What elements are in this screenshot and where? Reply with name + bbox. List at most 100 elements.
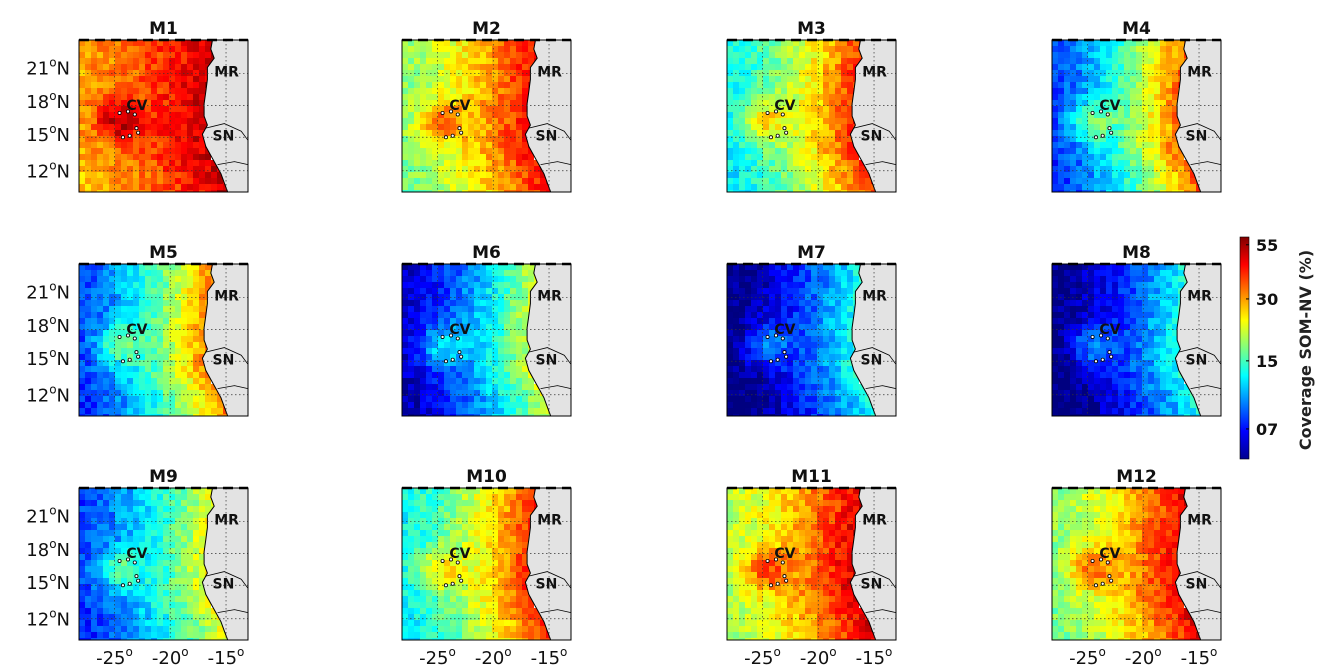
island-marker: [1105, 560, 1110, 565]
island-marker: [784, 130, 789, 135]
place-label-cv: CV: [1099, 546, 1120, 562]
place-label-sn: SN: [861, 352, 883, 368]
place-label-sn: SN: [1186, 128, 1208, 144]
island-marker: [459, 354, 464, 359]
country-border: [217, 161, 249, 166]
country-border: [853, 123, 897, 141]
land-mask: [524, 487, 572, 641]
map-panel-m1: M1 CV MR SN: [78, 19, 249, 193]
island-marker: [1107, 574, 1112, 579]
island-marker: [455, 336, 460, 341]
island-marker: [768, 583, 773, 588]
map-panel-m4: M4 CV MR SN: [1051, 19, 1222, 193]
panel-title: M6: [472, 243, 501, 263]
island-marker: [765, 334, 770, 339]
country-border: [1178, 347, 1222, 365]
island-marker: [775, 357, 780, 362]
place-label-mr: MR: [862, 64, 887, 80]
land-mask: [1174, 39, 1222, 193]
island-marker: [782, 350, 787, 355]
place-label-mr: MR: [214, 64, 239, 80]
island-marker: [117, 558, 122, 563]
heat-cells: [1052, 40, 1202, 192]
longitude-tick-label: -15o: [856, 645, 893, 669]
land-mask: [849, 263, 897, 417]
panel-title: M10: [466, 467, 507, 487]
axis-ticks: 21oN 18oN 15oN 12oN 21oN 18oN 15oN 12oN 21oN 18oN…: [26, 55, 1217, 669]
island-marker: [1093, 359, 1098, 364]
land-mask: [524, 39, 572, 193]
island-marker: [440, 558, 445, 563]
island-marker: [117, 334, 122, 339]
island-marker: [440, 334, 445, 339]
latitude-tick-label: 18oN: [26, 89, 70, 113]
latitude-tick-label: 18oN: [26, 313, 70, 337]
map-panel-m12: M12 CV MR SN: [1051, 467, 1222, 641]
island-marker: [784, 354, 789, 359]
colorbar-tick-label: 30: [1256, 290, 1278, 309]
country-border: [217, 609, 249, 614]
latitude-tick-label: 12oN: [26, 159, 70, 183]
colorbar: 55 30 15 07: [1239, 236, 1278, 460]
island-marker: [120, 359, 125, 364]
panel-title: M9: [149, 467, 178, 487]
island-marker: [775, 581, 780, 586]
island-marker: [443, 359, 448, 364]
map-panel-m11: M11 CV MR SN: [726, 467, 897, 641]
map-panel-m9: M9 CV MR SN: [78, 467, 249, 641]
island-marker: [1093, 583, 1098, 588]
country-border: [1190, 609, 1222, 614]
place-label-mr: MR: [537, 64, 562, 80]
island-marker: [774, 557, 779, 562]
island-marker: [1090, 558, 1095, 563]
colorbar-tick-label: 07: [1256, 420, 1278, 439]
place-label-cv: CV: [774, 322, 795, 338]
island-marker: [774, 333, 779, 338]
island-marker: [132, 560, 137, 565]
place-label-mr: MR: [537, 512, 562, 528]
country-border: [865, 161, 897, 166]
island-marker: [455, 560, 460, 565]
island-marker: [134, 574, 139, 579]
latitude-tick-label: 15oN: [26, 570, 70, 594]
panel-title: M1: [149, 19, 178, 39]
colorbar-tick-label: 15: [1256, 352, 1278, 371]
country-border: [853, 347, 897, 365]
map-panel-m2: M2 CV MR SN: [401, 19, 572, 193]
island-marker: [132, 336, 137, 341]
map-panel-m6: M6 CV MR SN: [401, 243, 572, 417]
place-label-mr: MR: [214, 288, 239, 304]
island-marker: [1099, 109, 1104, 114]
place-label-cv: CV: [774, 98, 795, 114]
place-label-cv: CV: [449, 546, 470, 562]
colorbar-label: Coverage SOM-NV (%): [1296, 250, 1315, 450]
island-marker: [1090, 334, 1095, 339]
panel-title: M11: [791, 467, 832, 487]
panel-title: M8: [1122, 243, 1151, 263]
panel-title: M2: [472, 19, 501, 39]
country-border: [1178, 123, 1222, 141]
island-marker: [780, 336, 785, 341]
island-marker: [782, 574, 787, 579]
island-marker: [126, 557, 131, 562]
island-marker: [1093, 135, 1098, 140]
country-border: [540, 161, 572, 166]
island-marker: [120, 135, 125, 140]
latitude-tick-label: 21oN: [26, 55, 70, 79]
island-marker: [780, 560, 785, 565]
place-label-mr: MR: [1187, 64, 1212, 80]
longitude-tick-label: -25o: [1069, 645, 1106, 669]
island-marker: [765, 110, 770, 115]
panel-title: M3: [797, 19, 826, 39]
place-label-mr: MR: [214, 512, 239, 528]
island-marker: [450, 357, 455, 362]
island-marker: [457, 126, 462, 131]
land-mask: [849, 487, 897, 641]
place-label-cv: CV: [126, 322, 147, 338]
island-marker: [132, 112, 137, 117]
country-border: [217, 385, 249, 390]
island-marker: [784, 578, 789, 583]
country-border: [528, 123, 572, 141]
place-label-mr: MR: [862, 288, 887, 304]
country-border: [1190, 385, 1222, 390]
